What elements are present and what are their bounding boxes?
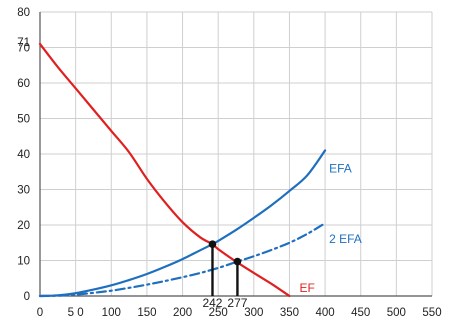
y-tick-label: 70 (17, 43, 30, 55)
y-tick-label: 60 (17, 78, 30, 90)
y-tick-label: 50 (17, 114, 30, 126)
x-tick-label: 450 (351, 307, 370, 319)
series-line-ef (38, 42, 291, 298)
series-labels: EF EFA 2 EFA (299, 161, 361, 295)
x-tick-label: 0 (37, 307, 43, 319)
y-tick-label: 30 (17, 185, 30, 197)
y-tick-label: 20 (17, 220, 30, 232)
axis-lines (39, 12, 432, 297)
series-label-2-efa: 2 EFA (329, 232, 362, 246)
x-tick-label: 300 (244, 307, 263, 319)
x-tick-label: 5 0 (68, 307, 84, 319)
x-tick-label: 550 (422, 307, 441, 319)
y-tick-label: 71 (17, 37, 30, 49)
x-tick-label: 250 (209, 307, 228, 319)
x-tick-label: 100 (102, 307, 121, 319)
series-label-ef: EF (299, 281, 314, 295)
grid (39, 11, 433, 297)
y-tick-label: 80 (17, 7, 30, 19)
series-line-2-efa (38, 222, 327, 298)
series-label-efa: EFA (329, 161, 352, 175)
x-tick-label: 350 (280, 307, 299, 319)
intersection-point (208, 240, 217, 248)
x-tick-label: 150 (137, 307, 156, 319)
x-tick-label: 200 (173, 307, 192, 319)
y-tick-label: 0 (24, 291, 30, 303)
intersection-markers: 242 277 (202, 240, 248, 310)
series-lines (38, 42, 327, 298)
intersection-value-label: 277 (227, 296, 247, 310)
series-line-efa (38, 149, 327, 298)
x-tick-label: 400 (315, 307, 334, 319)
y-tick-label: 10 (17, 256, 30, 268)
intersection-point (233, 257, 242, 266)
x-tick-label: 500 (387, 307, 406, 319)
intersection-value-label: 242 (202, 296, 222, 310)
y-tick-label: 40 (17, 149, 30, 161)
